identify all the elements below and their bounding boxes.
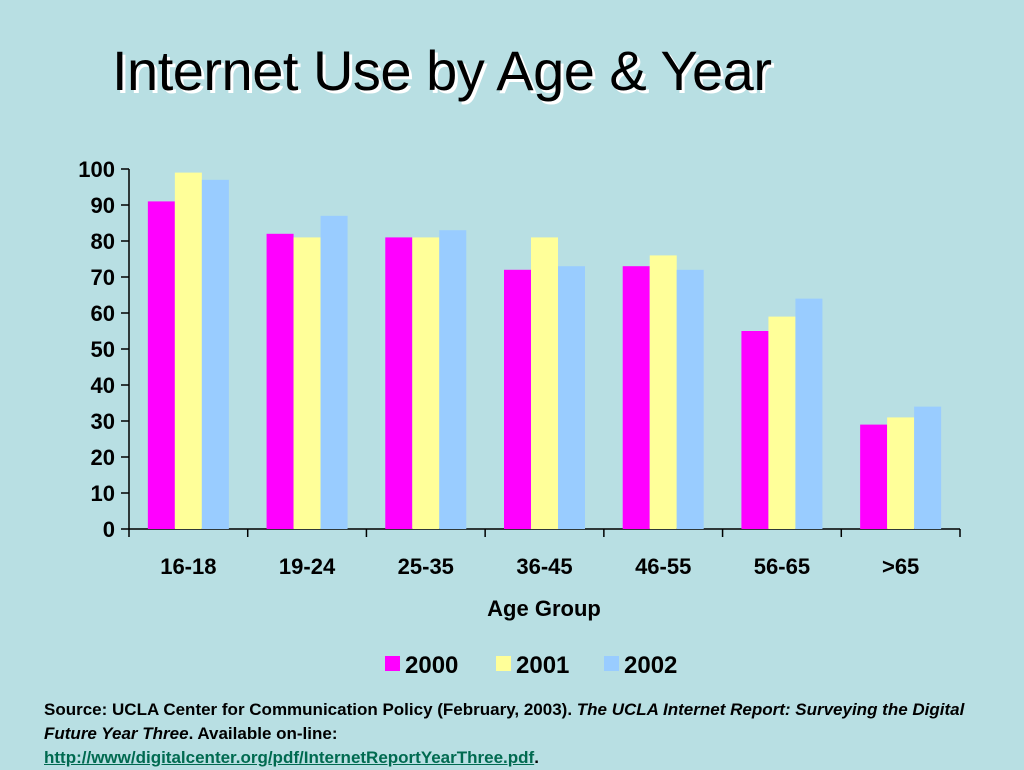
bar — [266, 233, 294, 530]
bar — [558, 266, 585, 529]
source-suffix: . — [534, 748, 539, 767]
bar — [795, 298, 823, 529]
source-prefix: Source: UCLA Center for Communication Po… — [44, 700, 577, 719]
x-tick-label: 56-65 — [754, 554, 810, 579]
bar — [439, 230, 467, 529]
x-tick-label: >65 — [882, 554, 919, 579]
x-tick-label: 16-18 — [160, 554, 216, 579]
y-tick-label: 0 — [103, 517, 115, 542]
bar — [201, 179, 229, 530]
bar — [531, 237, 558, 529]
x-tick-label: 25-35 — [398, 554, 454, 579]
source-link[interactable]: http://www/digitalcenter.org/pdf/Interne… — [44, 748, 535, 767]
bar-chart: 0 10 20 30 40 50 60 70 80 90 100 16-18 19-24 25-35 36-… — [78, 157, 961, 679]
x-tick-label: 46-55 — [635, 554, 691, 579]
source-citation: Source: UCLA Center for Communication Po… — [44, 698, 994, 770]
bar — [320, 215, 348, 530]
bar — [649, 255, 677, 529]
y-tick-label: 50 — [91, 337, 115, 362]
legend-label: 2001 — [516, 652, 569, 679]
bar — [741, 331, 769, 529]
y-tick-label: 90 — [91, 193, 115, 218]
bar — [385, 237, 413, 529]
bar — [412, 237, 440, 529]
source-middle: . Available on-line: — [188, 724, 338, 743]
y-tick-label: 70 — [91, 265, 115, 290]
y-tick-label: 80 — [91, 229, 115, 254]
bar — [860, 424, 888, 529]
bar — [622, 266, 650, 529]
legend-swatch — [604, 656, 619, 671]
legend-swatch — [496, 656, 511, 671]
legend-label: 2000 — [405, 652, 458, 679]
bar — [147, 201, 175, 529]
x-axis-title: Age Group — [487, 596, 601, 621]
y-tick-label: 10 — [91, 481, 115, 506]
y-tick-label: 100 — [78, 157, 115, 182]
y-tick-label: 30 — [91, 409, 115, 434]
slide-title: Internet Use by Age & Year — [112, 39, 772, 102]
bar — [504, 269, 531, 529]
bar — [768, 316, 796, 529]
x-tick-label: 19-24 — [279, 554, 336, 579]
x-tick-label: 36-45 — [516, 554, 572, 579]
bar — [676, 269, 704, 529]
bar — [293, 237, 321, 529]
legend-swatch — [385, 656, 400, 671]
bar — [174, 172, 202, 529]
y-tick-label: 40 — [91, 373, 115, 398]
source-report-title: The UCLA Internet Report: Surveying the … — [44, 700, 965, 743]
legend-label: 2002 — [624, 652, 677, 679]
y-tick-label: 20 — [91, 445, 115, 470]
y-tick-label: 60 — [91, 301, 115, 326]
bar — [914, 406, 942, 529]
bar — [887, 417, 915, 529]
